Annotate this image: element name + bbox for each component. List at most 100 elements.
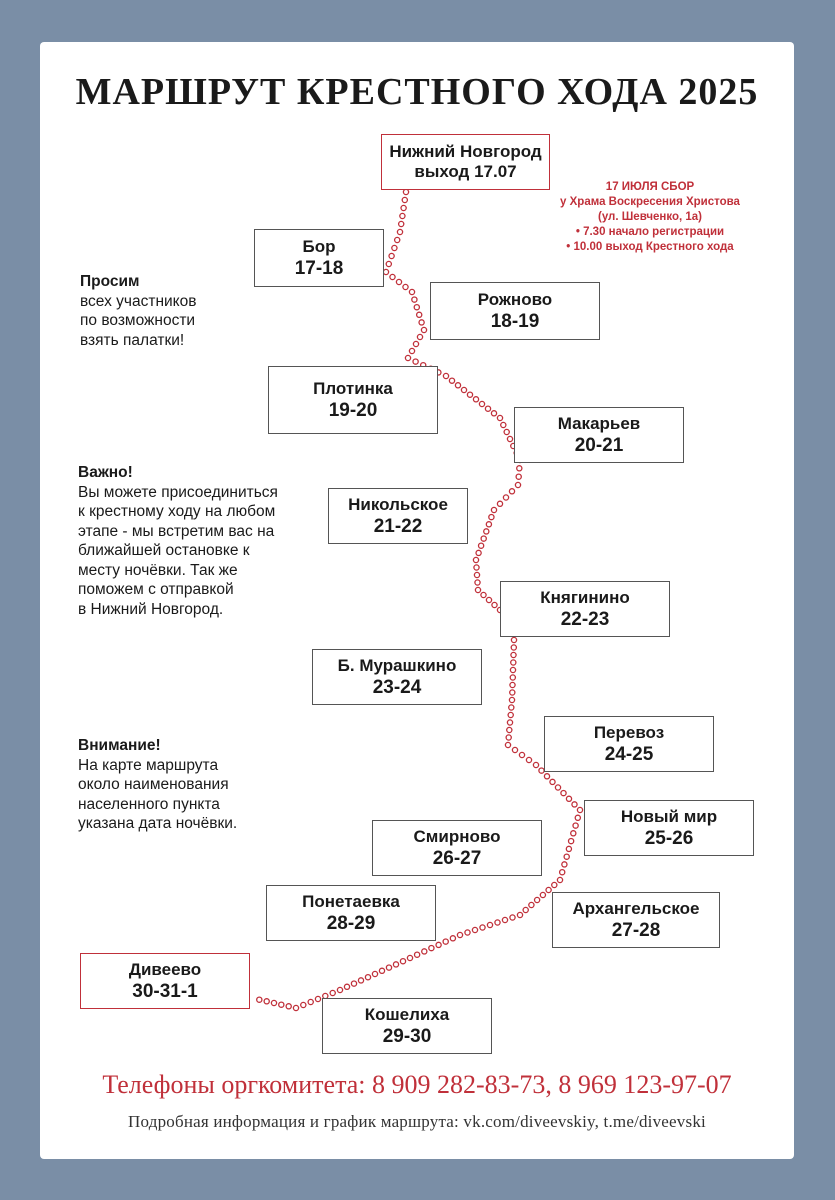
stop-dates: 18-19 (490, 311, 540, 332)
route-dot (449, 935, 457, 942)
meeting-line: (ул. Шевченко, 1а) (597, 211, 702, 223)
route-dot (509, 674, 517, 681)
contact-phones: Телефоны оргкомитета: 8 909 282-83-73, 8… (102, 1070, 732, 1099)
route-dot (549, 778, 556, 786)
route-dot (518, 751, 526, 759)
route-dot (506, 726, 513, 734)
route-dot (404, 354, 412, 362)
stop-knyaginino: Княгинино 22-23 (500, 581, 670, 637)
route-dot (490, 506, 498, 514)
route-dot (371, 970, 379, 978)
note-line: взять палатки! (80, 331, 185, 349)
route-dot (501, 916, 509, 924)
route-dot (506, 719, 514, 726)
route-dot (442, 938, 449, 945)
route-dot (285, 1003, 292, 1010)
route-dot (413, 303, 421, 311)
route-dot (509, 666, 517, 674)
stop-name: Плотинка (313, 379, 393, 398)
route-dotted-line (256, 188, 584, 1012)
route-dot (496, 500, 504, 508)
stop-name: Кошелиха (364, 1005, 450, 1024)
route-dot (494, 919, 501, 926)
stop-dates: 30-31-1 (132, 981, 198, 1002)
route-dot (474, 586, 482, 594)
route-dot (392, 961, 400, 968)
note-line: около наименования (78, 776, 229, 793)
route-dot (539, 891, 547, 899)
stop-dates: 28-29 (326, 913, 376, 934)
route-dot (509, 681, 516, 689)
route-dot (460, 386, 468, 394)
note-line: по возможности (80, 312, 196, 329)
route-dot (510, 636, 518, 644)
route-dot (401, 196, 409, 204)
route-dot (510, 644, 518, 651)
route-dot (416, 333, 424, 341)
stop-finish: Дивеево 30-31-1 (80, 953, 250, 1009)
route-dot (475, 549, 482, 557)
stop-arkhangelskoe: Архангельское 27-28 (552, 892, 720, 948)
route-dot (406, 954, 414, 962)
route-dot (480, 535, 487, 542)
stop-ponetaevka: Понетаевка 28-29 (266, 885, 436, 941)
stop-b-murashkino: Б. Мурашкино 23-24 (312, 649, 482, 705)
route-dot (490, 410, 498, 417)
route-dot (456, 931, 464, 939)
stop-name: Смирново (413, 827, 501, 846)
note-line: этапе - мы встретим вас на (78, 522, 275, 540)
route-dot (292, 1004, 300, 1012)
route-dot (473, 571, 481, 579)
stop-koshelikha: Кошелиха 29-30 (322, 998, 492, 1054)
route-dot (329, 989, 336, 997)
route-dot (473, 564, 480, 571)
route-dot (385, 260, 393, 268)
meeting-info: 17 ИЮЛЯ СБОР у Храма Воскресения Христов… (530, 180, 770, 255)
route-dot (532, 761, 540, 769)
stop-dates: 25-26 (644, 828, 694, 849)
stop-dates: 23-24 (372, 677, 422, 698)
route-dot (364, 973, 372, 981)
meeting-title: 17 ИЮЛЯ СБОР (605, 181, 695, 193)
meeting-line: • 7.30 начало регистрации (575, 226, 725, 238)
route-dot (509, 914, 516, 921)
route-dot (554, 784, 562, 791)
stop-name: Макарьев (557, 414, 641, 433)
note-line: указана дата ночёвки. (78, 815, 238, 832)
route-dot (508, 696, 516, 704)
route-dot (263, 998, 270, 1005)
route-dot (500, 421, 507, 429)
stop-dates: 22-23 (560, 609, 610, 630)
route-dot (382, 268, 390, 276)
note-line: ближайшей остановке к (78, 542, 250, 559)
route-dot (560, 789, 567, 797)
stop-name: Дивеево (128, 960, 202, 979)
route-dot (483, 528, 490, 535)
route-dot (307, 998, 314, 1006)
route-dot (533, 896, 541, 904)
note-line: в Нижний Новгород. (78, 600, 224, 618)
note-line: всех участников (80, 292, 197, 310)
route-dot (507, 711, 514, 719)
route-dot (385, 964, 393, 971)
route-dot (514, 481, 522, 489)
stop-makaryev: Макарьев 20-21 (514, 407, 684, 463)
route-dot (256, 996, 263, 1003)
stop-dates: 27-28 (611, 920, 661, 941)
stop-name: Рожново (477, 290, 553, 309)
meeting-line: у Храма Воскресения Христова (560, 196, 740, 208)
route-dot (402, 188, 410, 196)
route-dot (570, 830, 577, 837)
stop-novyi-mir: Новый мир 25-26 (584, 800, 754, 856)
route-dot (576, 806, 584, 814)
route-dot (565, 845, 573, 853)
route-dot (270, 999, 278, 1007)
stop-name: Нижний Новгород (389, 142, 542, 161)
route-dot (486, 921, 494, 929)
stop-name: Никольское (348, 495, 448, 514)
route-dot (488, 513, 495, 521)
note-tents: Просим всех участников по возможности вз… (80, 272, 196, 350)
route-dot (508, 704, 515, 711)
route-dot (574, 814, 582, 822)
